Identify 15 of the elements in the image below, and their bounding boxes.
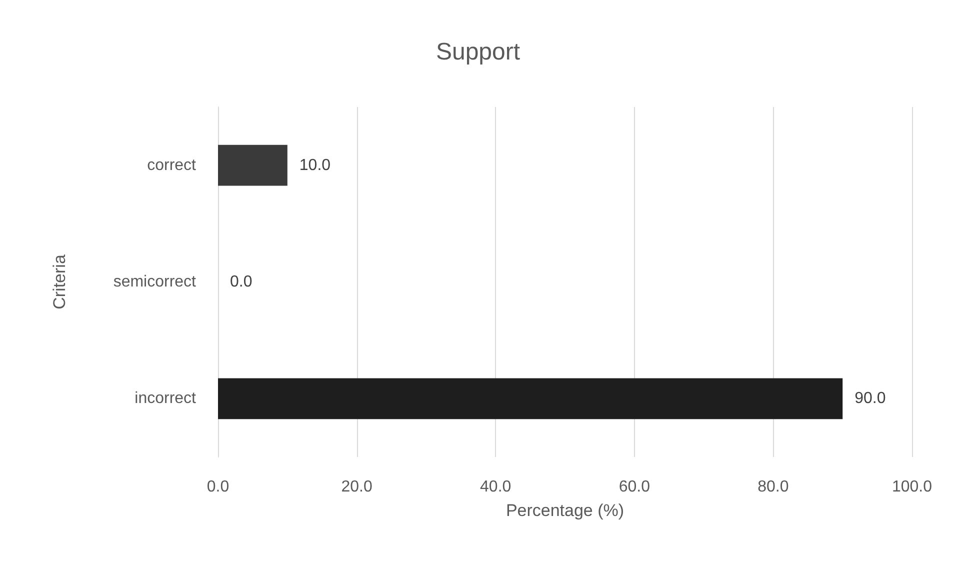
x-axis-title: Percentage (%) [506, 501, 624, 520]
data-label: 10.0 [299, 156, 331, 174]
x-tick-label: 0.0 [206, 478, 230, 496]
y-tick-label: semicorrect [113, 274, 197, 290]
chart-title: Support [436, 38, 520, 66]
y-tick-label: incorrect [134, 390, 197, 408]
x-tick-label: 60.0 [618, 478, 650, 496]
x-tick-label: 20.0 [341, 478, 372, 496]
x-tick-label: 80.0 [758, 478, 789, 496]
data-label: 0.0 [230, 274, 252, 290]
x-tick-label: 40.0 [480, 478, 512, 496]
y-tick-label: correct [147, 156, 197, 174]
y-axis-title: Criteria [50, 254, 69, 310]
x-tick-label: 100.0 [892, 478, 932, 496]
data-label: 90.0 [854, 390, 886, 408]
